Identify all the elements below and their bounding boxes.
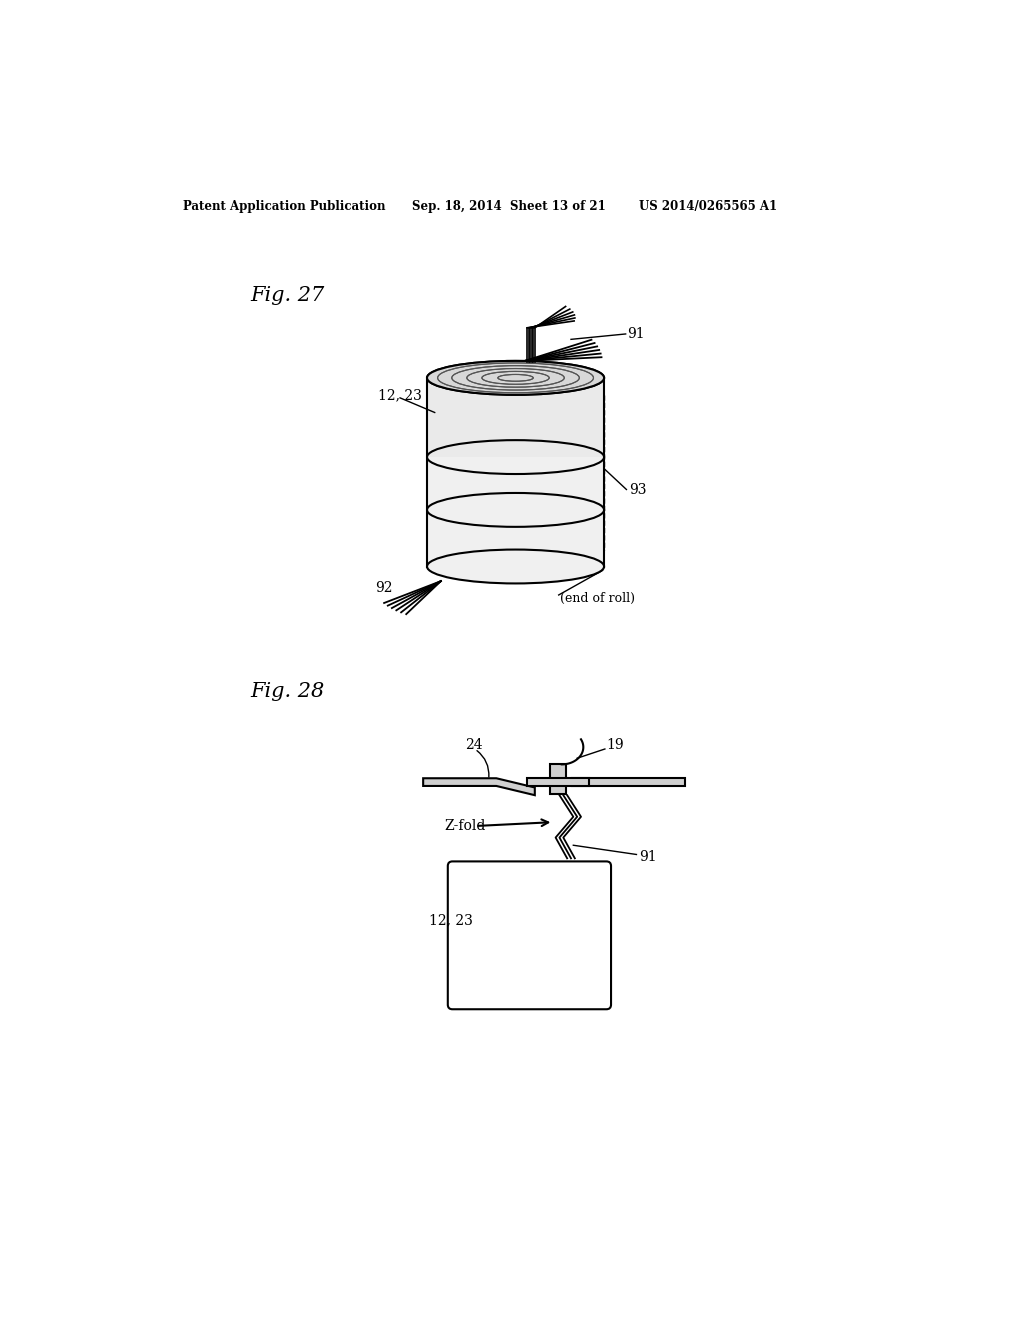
Bar — [571, 779, 685, 785]
Text: Z-fold: Z-fold — [444, 818, 486, 833]
Text: 19: 19 — [606, 738, 624, 752]
Text: 91: 91 — [639, 850, 656, 863]
Ellipse shape — [427, 360, 604, 395]
Text: US 2014/0265565 A1: US 2014/0265565 A1 — [639, 199, 777, 213]
Text: Sep. 18, 2014  Sheet 13 of 21: Sep. 18, 2014 Sheet 13 of 21 — [412, 199, 605, 213]
Bar — [550, 764, 565, 793]
Text: 92: 92 — [376, 581, 393, 595]
Text: 12, 23: 12, 23 — [379, 388, 422, 403]
Ellipse shape — [427, 549, 604, 583]
Text: 24: 24 — [466, 738, 483, 752]
Text: Fig. 27: Fig. 27 — [250, 286, 325, 305]
Ellipse shape — [427, 360, 604, 395]
Text: (end of roll): (end of roll) — [560, 593, 635, 606]
Polygon shape — [423, 779, 535, 795]
Text: 91: 91 — [628, 327, 645, 341]
Bar — [427, 378, 604, 566]
Bar — [427, 378, 604, 457]
Text: Patent Application Publication: Patent Application Publication — [183, 199, 385, 213]
Text: Fig. 28: Fig. 28 — [250, 682, 325, 701]
Text: 12, 23: 12, 23 — [429, 913, 473, 927]
Text: 93: 93 — [629, 483, 646, 496]
FancyBboxPatch shape — [447, 862, 611, 1010]
Bar — [527, 779, 589, 785]
